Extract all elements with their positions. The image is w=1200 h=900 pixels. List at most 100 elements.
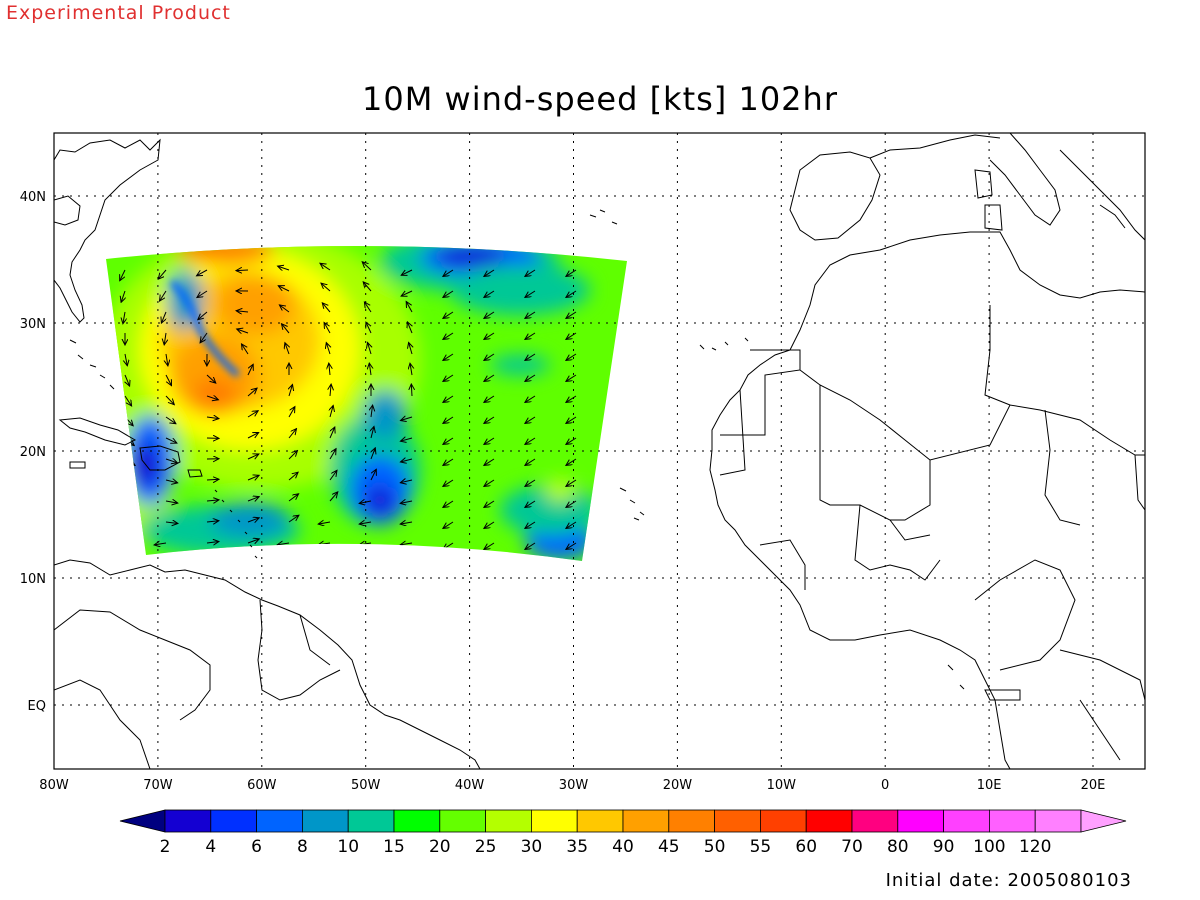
wind-arrow [288, 407, 295, 418]
colorbar-label: 100 [973, 837, 1005, 857]
colorbar-swatch [301, 809, 349, 833]
colorbar-label: 30 [521, 837, 543, 857]
wind-speed-field [106, 245, 627, 561]
wind-arrow [443, 353, 454, 360]
wind-arrow [318, 522, 331, 524]
longitude-label: 10W [767, 778, 797, 793]
wind-arrow [242, 344, 249, 355]
wind-arrow [484, 542, 495, 549]
wind-arrow [484, 458, 495, 465]
wind-arrow [165, 501, 178, 503]
latitude-label: 40N [20, 190, 46, 205]
longitude-label: 20E [1081, 778, 1106, 793]
wind-arrow [525, 395, 536, 402]
colorbar-label: 80 [887, 837, 909, 857]
colorbar-label: 70 [841, 837, 863, 857]
wind-arrow [443, 416, 454, 423]
wind-arrow [160, 290, 167, 301]
colorbar-swatch [714, 809, 761, 833]
wind-arrow [484, 269, 495, 276]
wind-arrow [282, 324, 290, 334]
initial-date-label: Initial date: 2005080103 [885, 870, 1132, 891]
wind-arrow [566, 353, 577, 360]
wind-arrow [443, 374, 454, 381]
wind-arrow [401, 417, 413, 421]
colorbar-swatch [485, 809, 532, 833]
wind-arrow [278, 286, 290, 292]
plot-title: 10M wind-speed [kts] 102hr [362, 80, 838, 118]
wind-arrow [165, 395, 174, 405]
wind-arrow [247, 497, 259, 501]
wind-arrow [525, 479, 536, 486]
wind-arrow [525, 311, 536, 318]
wind-arrow [206, 521, 219, 522]
wind-arrow [443, 311, 454, 318]
colorbar-swatch [210, 809, 258, 833]
wind-arrow [400, 543, 413, 545]
wind-arrow [359, 522, 372, 524]
coastlines [54, 133, 1145, 769]
wind-arrow [165, 437, 177, 443]
wind-arrow [330, 384, 331, 397]
plot-frame [53, 132, 1146, 770]
wind-arrow [247, 411, 258, 418]
wind-arrow [206, 479, 219, 480]
wind-arrow [371, 448, 375, 460]
colorbar-swatch [347, 809, 395, 833]
wind-arrow [125, 374, 130, 386]
wind-arrow [368, 343, 372, 355]
wind-arrow [484, 500, 495, 507]
longitude-labels: 80W 70W 60W 50W 40W 30W 20W 10W 0 10E 20E [39, 778, 1105, 793]
colorbar-label: 120 [1019, 837, 1051, 857]
wind-arrow [321, 283, 331, 292]
wind-arrow [247, 364, 253, 376]
wind-arrow [288, 451, 298, 460]
wind-arrow [525, 500, 536, 507]
wind-arrow [401, 269, 413, 275]
colorbar-label: 40 [612, 837, 634, 857]
wind-arrow [443, 437, 454, 444]
wind-arrow [525, 542, 536, 549]
wind-arrow [247, 388, 257, 397]
wind-arrow [525, 416, 536, 423]
wind-arrow [165, 459, 177, 463]
wind-arrow [443, 521, 454, 528]
wind-arrow [166, 353, 168, 366]
longitude-label: 60W [247, 778, 277, 793]
colorbar-label: 10 [337, 837, 359, 857]
wind-arrow [566, 437, 577, 444]
colorbar-swatch [760, 809, 807, 833]
wind-arrow [359, 501, 372, 503]
wind-arrow [285, 343, 289, 355]
wind-arrow [566, 500, 577, 507]
wind-arrow [366, 322, 371, 334]
longitude-label: 0 [881, 778, 889, 793]
wind-arrow [566, 332, 577, 339]
colorbar-label: 25 [475, 837, 497, 857]
wind-arrow [247, 539, 259, 543]
wind-arrow [329, 427, 335, 439]
wind-arrow [120, 269, 126, 281]
wind-arrow [206, 542, 219, 544]
wind-arrow [443, 500, 454, 507]
wind-arrow [124, 395, 132, 406]
colorbar-swatch [989, 809, 1036, 833]
wind-arrow [197, 290, 208, 298]
wind-arrow [566, 311, 577, 318]
wind-arrow [411, 384, 412, 397]
wind-arrow [566, 458, 577, 465]
colorbar-label: 8 [297, 837, 308, 857]
wind-arrow [566, 395, 577, 402]
wind-arrow [525, 269, 536, 276]
colorbar-label: 15 [383, 837, 405, 857]
colorbar-swatch [668, 809, 715, 833]
wind-arrow [206, 500, 219, 501]
colorbar-swatch [851, 809, 899, 833]
colorbar-swatch [164, 809, 212, 833]
wind-arrow [566, 416, 577, 423]
wind-arrow [320, 263, 331, 271]
wind-arrow [443, 269, 454, 276]
wind-arrow [288, 515, 299, 523]
wind-arrow [206, 396, 218, 400]
colorbar-label: 50 [704, 837, 726, 857]
